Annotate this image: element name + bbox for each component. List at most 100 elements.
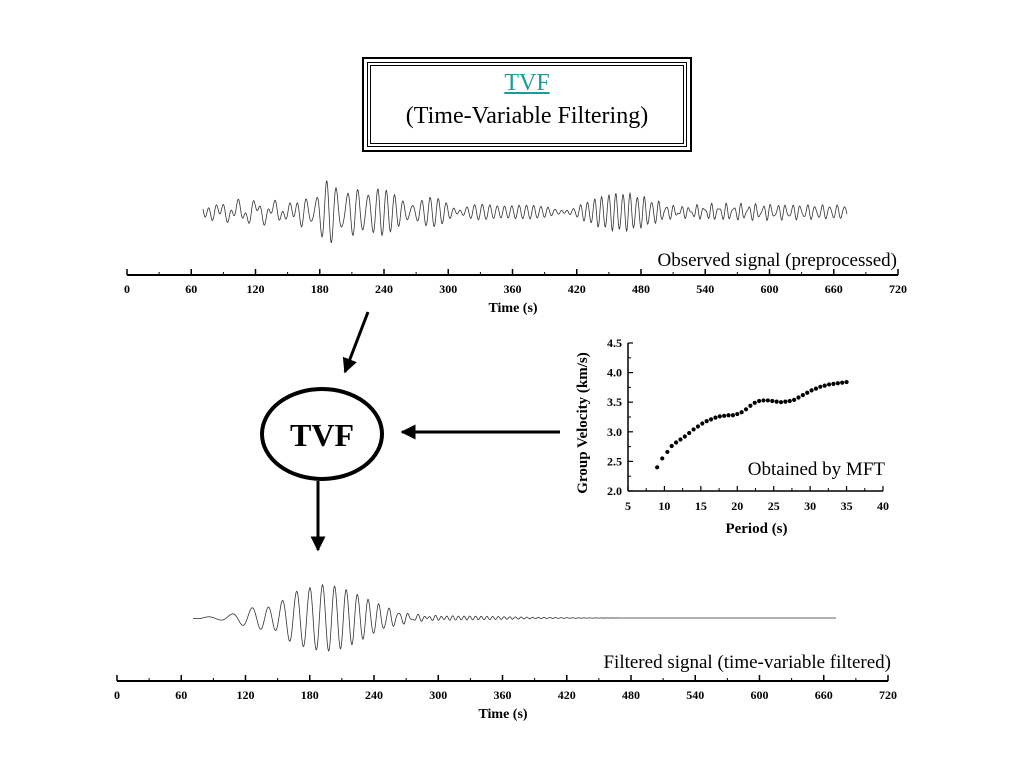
- tick-label: 240: [365, 688, 383, 702]
- tick-label: 420: [558, 688, 576, 702]
- y-axis-label: Group Velocity (km/s): [575, 352, 591, 493]
- data-point: [787, 398, 792, 404]
- data-point: [708, 417, 714, 422]
- data-point: [687, 430, 692, 436]
- y-tick-label: 4.0: [607, 366, 622, 380]
- tick-label: 480: [632, 282, 650, 296]
- x-tick-label: 15: [695, 499, 707, 513]
- tick-label: 360: [504, 282, 522, 296]
- data-point: [748, 403, 753, 408]
- data-point: [765, 398, 770, 403]
- data-point: [818, 384, 823, 389]
- data-point: [700, 421, 705, 426]
- data-point: [655, 465, 660, 470]
- data-point: [826, 382, 832, 387]
- data-point: [713, 415, 718, 420]
- tick-label: 360: [494, 688, 512, 702]
- data-point: [704, 419, 709, 424]
- tick-label: 300: [429, 688, 447, 702]
- data-point: [717, 414, 722, 419]
- data-point: [770, 398, 775, 404]
- tick-label: 120: [237, 688, 255, 702]
- tick-label: 120: [247, 282, 265, 296]
- tick-label: 720: [889, 282, 907, 296]
- chart-annotation: Obtained by MFT: [748, 459, 886, 480]
- data-point: [678, 437, 683, 442]
- filtered-waveform: [192, 583, 836, 652]
- x-tick-label: 5: [625, 499, 631, 513]
- data-point: [726, 413, 731, 418]
- tick-label: 540: [696, 282, 714, 296]
- tick-label: 180: [311, 282, 329, 296]
- axis-label: Time (s): [478, 707, 527, 722]
- observed-waveform: [202, 180, 848, 244]
- tick-label: 0: [114, 688, 120, 702]
- title-box: TVF (Time-Variable Filtering): [362, 57, 692, 152]
- tick-label: 240: [375, 282, 393, 296]
- data-point: [739, 410, 744, 415]
- tick-label: 420: [568, 282, 586, 296]
- data-point: [800, 392, 805, 398]
- tick-label: 180: [301, 688, 319, 702]
- data-point: [722, 413, 727, 418]
- filtered-time-axis: 0 60 120 180 240 300 360 420 480 540 600 660 720 Time…: [114, 675, 897, 722]
- tick-label: 660: [825, 282, 843, 296]
- data-point: [665, 449, 670, 455]
- tick-label: 720: [879, 688, 897, 702]
- title-subtitle: (Time-Variable Filtering): [405, 103, 649, 129]
- title-box-border-innermost: [370, 65, 684, 144]
- data-point: [840, 380, 845, 385]
- data-point: [757, 398, 762, 404]
- x-tick-label: 20: [731, 499, 743, 513]
- tick-label: 60: [175, 688, 187, 702]
- data-point: [743, 407, 749, 412]
- data-point: [796, 395, 801, 400]
- x-tick-label: 40: [877, 499, 889, 513]
- data-point: [844, 379, 849, 385]
- arrow-observed-to-tvf: [342, 311, 370, 374]
- tick-label: 660: [815, 688, 833, 702]
- data-point: [691, 427, 696, 432]
- x-tick-label: 10: [658, 499, 670, 513]
- y-tick-label: 2.0: [607, 484, 622, 498]
- y-tick-label: 3.0: [607, 425, 622, 439]
- tick-label: 300: [439, 282, 457, 296]
- data-point: [813, 386, 819, 391]
- tick-label: 600: [761, 282, 779, 296]
- tvf-ellipse: [260, 387, 384, 481]
- observed-time-axis: 0 60 120 180 240 300 360 420 480 540 600 660 720 Time…: [124, 269, 907, 316]
- tick-label: 480: [622, 688, 640, 702]
- x-axis-label: Period (s): [725, 521, 787, 537]
- x-tick-label: 25: [768, 499, 780, 513]
- tick-label: 600: [751, 688, 769, 702]
- data-point: [822, 383, 827, 388]
- tvf-label: TVF: [290, 417, 354, 453]
- data-point: [695, 424, 701, 429]
- x-tick-label: 35: [841, 499, 853, 513]
- title-box-border-inner: [367, 62, 687, 147]
- data-point: [831, 381, 836, 386]
- data-point: [735, 411, 740, 417]
- x-tick-label: 30: [804, 499, 816, 513]
- title-link[interactable]: TVF: [504, 70, 550, 96]
- tick-label: 540: [686, 688, 704, 702]
- tick-label: 0: [124, 282, 130, 296]
- tick-label: 60: [185, 282, 197, 296]
- dispersion-chart: 5 10 15 20 25 30 35 40 2.0 2.5 3.0 3.5 4.0 4.5 Period …: [575, 336, 889, 537]
- data-point: [673, 440, 679, 445]
- data-point: [805, 390, 810, 395]
- data-point: [809, 388, 814, 393]
- observed-caption: Observed signal (preprocessed): [657, 250, 897, 271]
- data-point: [783, 399, 788, 404]
- data-point: [761, 398, 766, 403]
- y-tick-label: 3.5: [607, 395, 622, 409]
- data-point: [752, 400, 757, 405]
- filtered-caption: Filtered signal (time-variable filtered): [603, 652, 891, 673]
- data-point: [669, 443, 674, 449]
- data-point: [792, 397, 797, 402]
- data-point: [682, 434, 687, 439]
- axis-label: Time (s): [488, 301, 537, 316]
- data-point: [774, 399, 779, 404]
